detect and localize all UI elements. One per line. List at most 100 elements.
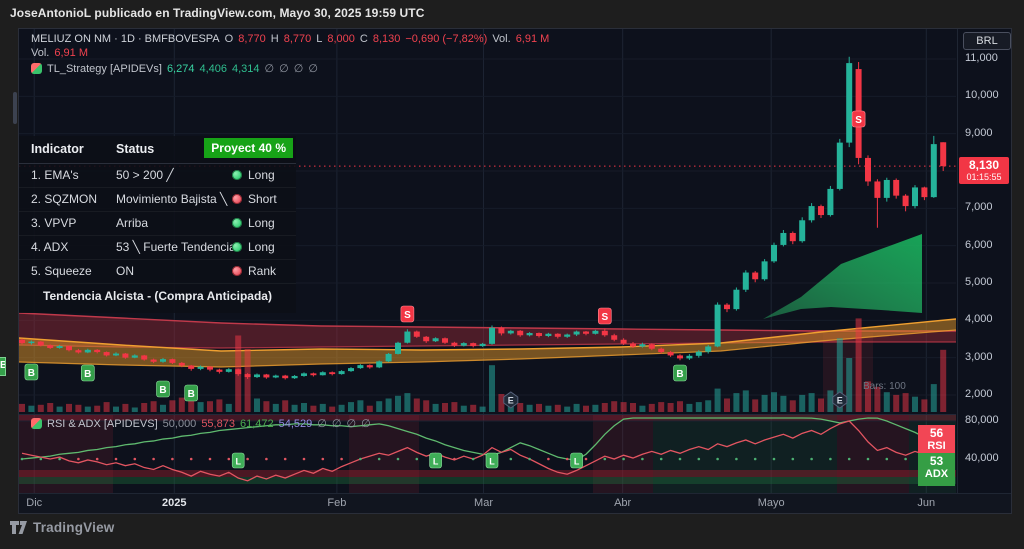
text-part: 8,770 (238, 33, 266, 45)
indicator-name: 5. Squeeze (31, 264, 92, 278)
text-part: 61,472 (239, 417, 274, 430)
text-part: ∅ (264, 63, 275, 75)
currency-button[interactable]: BRL (963, 32, 1011, 50)
text-part: O (224, 33, 234, 45)
text-part: 8,130 (372, 33, 401, 45)
text-part: −0,690 (−7,82%) (405, 33, 488, 45)
svg-text:L: L (433, 457, 439, 467)
time-axis-label: Abr (614, 497, 632, 509)
panel-col-indicator: Indicator (31, 142, 84, 156)
time-axis-label: 2025 (162, 497, 187, 509)
signal-dot (232, 242, 242, 252)
text-part: TL_Strategy [APIDEVs] (47, 62, 162, 75)
drawing-toolbar-handle[interactable] (13, 92, 17, 124)
text-part: ∅ (317, 418, 327, 430)
signal-label: Rank (248, 264, 277, 278)
indicator-status: ON (116, 264, 134, 278)
adx-value: 53 (929, 454, 944, 468)
indicator-name: 2. SQZMON (31, 192, 98, 206)
time-axis-label: Dic (26, 497, 43, 509)
indicator-signal: Long (232, 240, 275, 254)
svg-text:S: S (601, 312, 608, 323)
svg-text:B: B (84, 369, 91, 380)
indicator-status: Movimiento Bajista ╲ (116, 192, 228, 206)
price-axis-label: 3,000 (965, 350, 993, 363)
time-axis[interactable]: Dic 2025 Feb Mar Abr Mayo Jun (19, 493, 1011, 513)
tradingview-logo-text: TradingView (33, 520, 115, 535)
rsi-value-badge: 56 RSI (918, 425, 955, 453)
bar-countdown: 01:15:55 (966, 172, 1002, 182)
chart-container: S S S B B B B B E E L L L L MELIUZ ON NM · 1D · BMFBO… (18, 28, 1012, 514)
svg-text:L: L (574, 457, 580, 467)
signal-dot (232, 218, 242, 228)
indicator-signal: Rank (232, 264, 276, 278)
text-part: C (359, 33, 368, 45)
indicator-row: 3. VPVP Arriba Long (19, 212, 296, 236)
indicator-signal: Short (232, 192, 277, 206)
text-part: ∅ (279, 63, 289, 75)
text-part: 4,314 (232, 62, 260, 75)
indicator-name: 1. EMA's (31, 168, 79, 182)
adx-label: ADX (924, 468, 949, 480)
text-part: 8,000 (327, 33, 355, 45)
tradingview-logo-icon (10, 521, 27, 534)
text-part: 6,274 (166, 62, 195, 75)
proyect-badge: Proyect 40 % (204, 138, 293, 158)
svg-text:S: S (404, 310, 411, 321)
price-axis-label: 7,000 (965, 201, 993, 214)
attribution-bar: JoseAntonioL publicado en TradingView.co… (10, 6, 425, 20)
svg-text:E: E (508, 396, 514, 406)
indicator-status: 53 ╲ Fuerte Tendencia (116, 240, 236, 254)
price-axis-label: 9,000 (965, 126, 993, 139)
price-axis-label: 6,000 (965, 238, 993, 251)
text-part: ∅ (346, 418, 357, 430)
text-part: 6,91 M (515, 33, 550, 45)
price-axis-label: 10,000 (965, 89, 999, 102)
signal-label: Long (248, 240, 275, 254)
rsi-value: 56 (929, 426, 944, 440)
signal-dot (232, 266, 242, 276)
strategy-row: TL_Strategy [APIDEVs] 6,274 4,406 4,314 ∅ ∅ ∅ ∅ (31, 62, 323, 75)
volume-row: Vol. 6,91 M (31, 47, 93, 59)
indicator-row: 1. EMA's 50 > 200 ╱ Long (19, 164, 296, 188)
last-price-value: 8,130 (968, 158, 1000, 172)
svg-text:E: E (837, 396, 843, 406)
svg-text:B: B (676, 369, 683, 380)
signal-label: Long (248, 168, 275, 182)
text-part: MELIUZ ON NM · 1D · BMFBOVESPA (31, 33, 220, 45)
price-axis-label: 4,000 (965, 313, 993, 326)
indicator-panel-header: Indicator Status Proyect 40 % (19, 136, 296, 164)
text-part: 50,000 (162, 417, 197, 430)
panel-col-status: Status (116, 142, 155, 156)
price-axis-label: 5,000 (965, 276, 993, 288)
text-part: 8,770 (283, 33, 312, 45)
adx-value-badge: 53 ADX (918, 453, 955, 486)
text-part: Vol. (31, 47, 50, 59)
indicator-name: 4. ADX (31, 240, 69, 254)
text-part: ∅ (293, 63, 304, 75)
svg-text:L: L (489, 457, 495, 467)
price-axis-label: 2,000 (965, 388, 993, 400)
text-part: ∅ (361, 418, 371, 430)
time-axis-label: Jun (917, 497, 936, 509)
text-part: 6,91 M (54, 47, 88, 59)
apidevs-icon (31, 63, 42, 74)
signal-label: Long (248, 216, 275, 230)
svg-text:L: L (235, 457, 241, 467)
indicator-panel-rows: 1. EMA's 50 > 200 ╱ Long 2. SQZMON Movimient… (19, 164, 296, 284)
text-part: H (270, 33, 279, 45)
time-axis-label: Feb (327, 497, 347, 509)
svg-text:S: S (855, 115, 862, 126)
indicator-row: 4. ADX 53 ╲ Fuerte Tendencia Long (19, 236, 296, 260)
price-axis[interactable]: 11,00010,0009,0008,0007,0006,0005,0004,0… (957, 29, 1012, 495)
indicator-signal: Long (232, 216, 275, 230)
panel-footer-text: Tendencia Alcista - (Compra Anticipada) (43, 289, 272, 303)
indicator-status: 50 > 200 ╱ (116, 168, 174, 182)
signal-dot (232, 170, 242, 180)
text-part: RSI & ADX [APIDEVS] (47, 417, 158, 430)
rsi-axis-label: 40,000 (965, 452, 999, 464)
svg-text:B: B (188, 389, 195, 400)
text-part: ∅ (331, 418, 342, 430)
footer-bar: TradingView (10, 520, 114, 535)
